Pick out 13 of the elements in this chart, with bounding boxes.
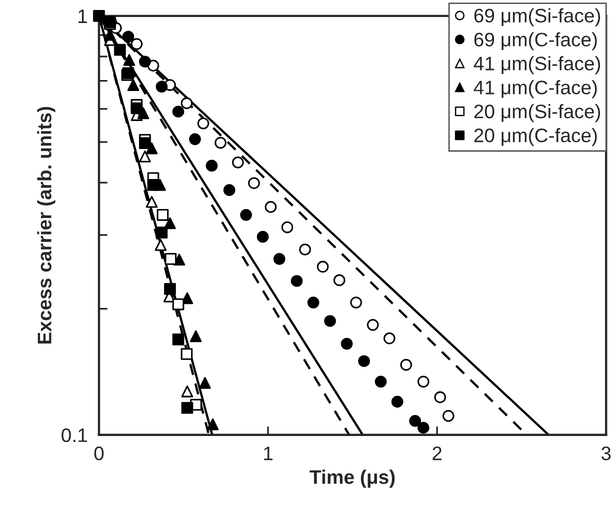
x-tick-label: 2 [432,446,442,460]
x-tick-label: 1 [264,446,272,460]
legend-label: 69 μm(C-face) [474,32,597,50]
legend-label: 20 μm(C-face) [474,128,597,146]
y-axis-title: Excess carrier (arb. units) [37,106,56,344]
legend-label: 41 μm(C-face) [474,80,597,98]
legend-label: 41 μm(Si-face) [474,56,600,74]
legend-label: 20 μm(Si-face) [474,104,600,122]
x-tick-label: 3 [601,446,611,460]
legend-label: 69 μm(Si-face) [474,8,600,26]
y-tick-label: 0.1 [62,428,87,442]
x-tick-label: 0 [94,446,104,460]
x-axis-title: Time (μs) [310,470,395,488]
